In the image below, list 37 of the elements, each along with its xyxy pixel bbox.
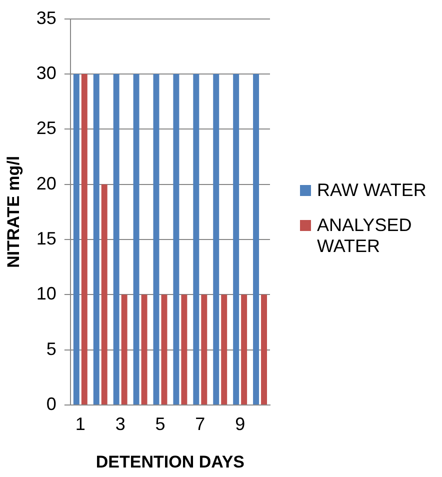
x-axis-title: DETENTION DAYS: [96, 452, 245, 472]
y-tick-label: 20: [36, 173, 56, 194]
bar: [153, 74, 160, 404]
y-tick-label: 5: [46, 338, 56, 359]
x-tick-label: 1: [75, 414, 86, 434]
bar: [121, 294, 128, 404]
legend-label: RAW WATER: [317, 180, 426, 201]
y-tick-label: 35: [36, 8, 56, 28]
y-tick-label: 10: [36, 284, 56, 304]
x-tick-label: 3: [115, 414, 126, 434]
x-tick-label: 9: [235, 414, 246, 434]
bar: [261, 294, 268, 404]
bar: [221, 294, 228, 404]
bar: [73, 74, 80, 404]
bar: [241, 294, 248, 404]
y-tick-label: 0: [46, 394, 56, 414]
bar: [253, 74, 260, 404]
bar: [233, 74, 240, 404]
bar: [81, 74, 88, 404]
bar: [213, 74, 220, 404]
bar: [113, 74, 120, 404]
bar: [181, 294, 188, 404]
bar: [161, 294, 168, 404]
bar: [193, 74, 200, 404]
y-tick-label: 30: [36, 62, 56, 83]
y-axis-title: NITRATE mg/l: [4, 156, 23, 268]
bar: [141, 294, 148, 404]
legend-label: ANALYSED WATER: [317, 215, 413, 257]
bar: [133, 74, 140, 404]
bar: [201, 294, 208, 404]
bar: [101, 184, 108, 404]
bar: [93, 74, 100, 404]
bar: [173, 74, 180, 404]
x-tick-label: 5: [155, 414, 166, 434]
y-tick-label: 15: [36, 228, 56, 248]
x-tick-label: 7: [195, 414, 206, 434]
y-tick-label: 25: [36, 118, 56, 138]
